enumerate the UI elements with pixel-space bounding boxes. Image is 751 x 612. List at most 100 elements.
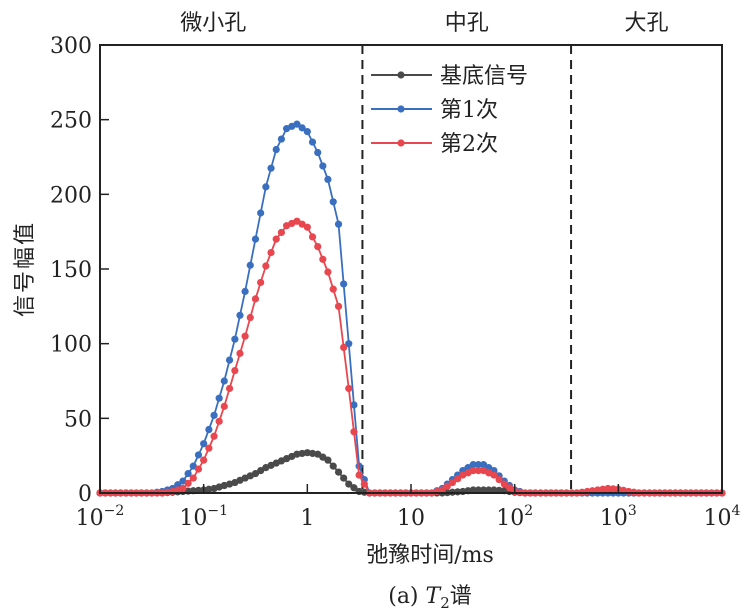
data-point-interp xyxy=(443,482,451,490)
data-point xyxy=(345,384,353,393)
data-point xyxy=(210,411,218,419)
data-point-interp xyxy=(340,343,348,351)
data-point-interp xyxy=(267,248,275,257)
data-point xyxy=(469,486,477,494)
data-point xyxy=(324,456,332,464)
plot-frame xyxy=(99,44,723,494)
data-point-interp xyxy=(215,394,223,402)
x-tick-label: 10−2 xyxy=(76,503,125,531)
data-point xyxy=(272,235,280,243)
data-point xyxy=(490,471,498,479)
data-point xyxy=(500,480,508,488)
legend-label: 基底信号 xyxy=(440,64,528,89)
data-point xyxy=(314,148,322,157)
figure-caption: (a) T2谱 xyxy=(388,584,472,612)
data-point xyxy=(324,268,332,276)
series-line xyxy=(100,123,722,494)
data-point-interp xyxy=(350,401,358,409)
data-point-interp xyxy=(205,425,213,434)
series-line xyxy=(100,220,722,494)
data-point xyxy=(210,432,218,440)
x-tick-label: 104 xyxy=(704,503,741,531)
region-label: 大孔 xyxy=(625,11,669,36)
y-tick-label: 150 xyxy=(50,258,92,283)
data-point-interp xyxy=(174,481,182,489)
data-point xyxy=(314,243,322,251)
data-point xyxy=(231,366,239,375)
y-tick-label: 300 xyxy=(50,34,92,59)
data-point-interp xyxy=(194,465,203,473)
data-point-interp xyxy=(474,461,482,469)
data-point-interp xyxy=(329,198,337,206)
data-point xyxy=(303,128,311,136)
data-point-interp xyxy=(350,484,358,492)
y-tick-label: 100 xyxy=(50,333,92,358)
data-point-interp xyxy=(298,124,306,132)
data-point xyxy=(334,220,343,228)
data-point-interp xyxy=(340,474,348,482)
data-point xyxy=(241,287,249,295)
region-label: 微小孔 xyxy=(180,11,246,36)
data-point-interp xyxy=(485,486,493,494)
y-tick-label: 200 xyxy=(50,183,92,208)
series-3 xyxy=(96,217,726,497)
x-tick-label: 10 xyxy=(397,506,425,531)
data-point-interp xyxy=(257,209,265,217)
data-point xyxy=(293,120,301,128)
data-point xyxy=(200,440,208,448)
data-point-interp xyxy=(505,484,514,492)
data-point xyxy=(303,223,311,231)
data-point xyxy=(189,474,197,482)
data-point-interp xyxy=(454,475,462,483)
region-label: 中孔 xyxy=(445,11,489,36)
data-point-interp xyxy=(194,451,203,459)
data-point-interp xyxy=(236,311,244,319)
data-point-interp xyxy=(609,485,617,493)
data-point-interp xyxy=(329,462,337,470)
legend-label: 第1次 xyxy=(440,98,498,123)
data-point-interp xyxy=(184,479,192,487)
legend-marker xyxy=(397,139,405,147)
data-point xyxy=(355,471,363,479)
data-point xyxy=(241,332,249,340)
data-point xyxy=(251,295,260,303)
x-tick-label: 10−1 xyxy=(179,503,228,531)
data-point xyxy=(231,335,239,343)
data-point xyxy=(262,183,270,191)
data-point xyxy=(200,456,208,464)
data-point xyxy=(469,467,477,475)
data-point xyxy=(438,486,446,494)
data-point xyxy=(448,478,457,487)
data-point xyxy=(479,486,488,494)
data-point-interp xyxy=(277,135,286,143)
data-point-interp xyxy=(246,313,254,322)
data-point-interp xyxy=(308,138,317,146)
y-tick-label: 50 xyxy=(64,407,92,432)
data-point xyxy=(324,175,332,183)
y-tick-label: 0 xyxy=(78,482,92,507)
data-point xyxy=(490,486,498,494)
data-point-interp xyxy=(308,233,317,241)
data-point xyxy=(220,377,228,385)
x-tick-label: 103 xyxy=(600,503,637,531)
data-point xyxy=(345,340,353,348)
data-point xyxy=(251,235,260,243)
data-point xyxy=(334,468,343,476)
data-point xyxy=(220,402,228,410)
data-point-interp xyxy=(205,444,213,452)
data-point-interp xyxy=(225,356,234,364)
data-point-interp xyxy=(495,475,503,484)
data-point-interp xyxy=(319,255,327,263)
data-point-interp xyxy=(257,278,265,287)
data-point xyxy=(604,484,612,493)
data-point-interp xyxy=(267,164,275,172)
data-point-interp xyxy=(225,384,234,393)
series-2 xyxy=(96,120,726,497)
data-point xyxy=(272,145,280,154)
data-point-interp xyxy=(246,261,254,269)
legend-label: 第2次 xyxy=(440,132,498,157)
data-point-interp xyxy=(277,228,286,237)
data-point-interp xyxy=(340,280,348,288)
